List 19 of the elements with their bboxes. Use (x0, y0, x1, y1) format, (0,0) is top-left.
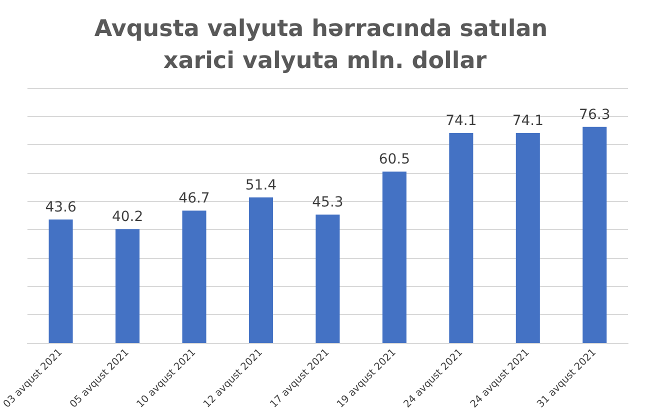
bar (48, 219, 73, 343)
bar (248, 197, 273, 343)
bar (116, 229, 140, 343)
bar (316, 214, 340, 343)
data-label: 43.6 (45, 199, 76, 216)
bar (382, 172, 406, 343)
data-label: 40.2 (112, 209, 144, 226)
data-label: 74.1 (512, 113, 544, 130)
data-label: 46.7 (178, 190, 210, 207)
data-label: 74.1 (446, 113, 477, 130)
bar (516, 133, 540, 343)
data-label: 45.3 (312, 194, 344, 211)
chart-title: Avqusta valyuta hərracında satılan xarici valyuta mln. dollar (94, 16, 556, 74)
bar (449, 133, 474, 343)
bar (182, 210, 206, 343)
data-label: 51.4 (245, 177, 277, 194)
data-label: 76.3 (579, 106, 610, 123)
bar (582, 126, 607, 343)
data-label: 60.5 (378, 152, 410, 168)
